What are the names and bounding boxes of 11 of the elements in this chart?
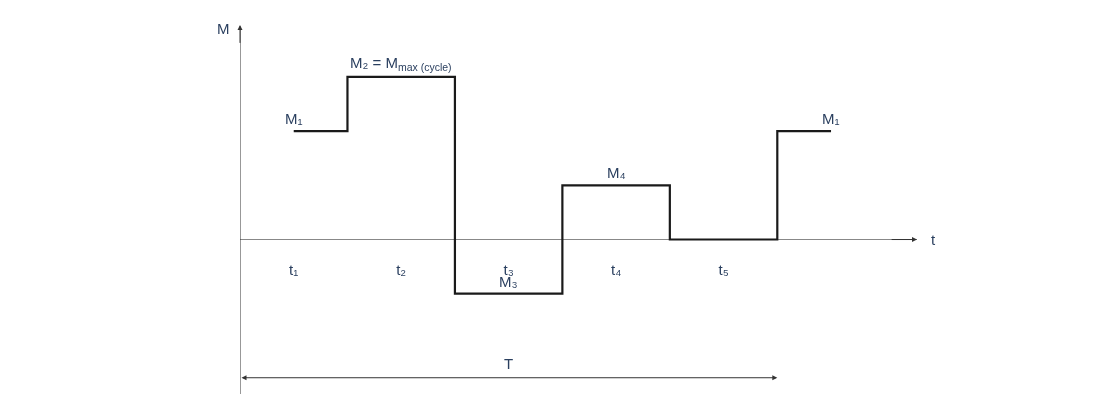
- annotation: M₁: [285, 110, 303, 127]
- x-tick-label: t₅: [718, 261, 729, 279]
- x-tick-label: t₁: [289, 261, 299, 279]
- y-axis-title: M: [217, 20, 230, 37]
- text: T: [504, 355, 514, 372]
- annotation: M₂ = M$_{max (cycle)}$: [350, 54, 452, 74]
- annotation: M₁: [822, 110, 840, 127]
- x-tick-label: t₄: [610, 261, 622, 279]
- annotation: M₄: [607, 164, 626, 181]
- x-tick-label: t₂: [396, 261, 407, 279]
- x-axis-title: t: [931, 231, 936, 248]
